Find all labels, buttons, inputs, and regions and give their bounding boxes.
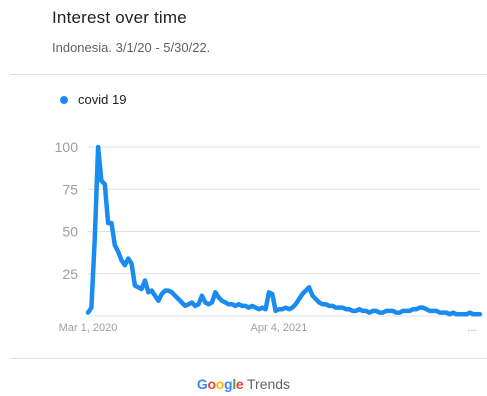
- legend-label: covid 19: [78, 92, 127, 107]
- y-tick-label: 25: [62, 266, 78, 282]
- legend-dot-icon: [60, 95, 68, 104]
- x-tick-more: ...: [467, 322, 476, 334]
- logo-letter: G: [196, 376, 208, 392]
- footer-brand: Google Trends: [0, 376, 487, 392]
- x-tick-label: Apr 4, 2021: [251, 322, 308, 334]
- logo-letter: o: [207, 376, 217, 392]
- y-tick-label: 100: [55, 139, 79, 155]
- bottom-divider: [10, 358, 487, 359]
- y-tick-label: 50: [62, 224, 78, 240]
- chart-title: Interest over time: [52, 8, 187, 27]
- chart-subtitle: Indonesia. 3/1/20 - 5/30/22.: [52, 40, 211, 55]
- logo-letter: e: [235, 376, 244, 392]
- x-tick-label: Mar 1, 2020: [59, 322, 118, 334]
- logo-letter: l: [232, 376, 236, 392]
- logo-letter: o: [215, 376, 225, 392]
- logo-letter: g: [224, 376, 233, 392]
- top-divider: [10, 74, 487, 75]
- trends-label: Trends: [247, 376, 291, 392]
- legend[interactable]: covid 19: [60, 92, 126, 107]
- y-tick-label: 75: [62, 181, 78, 197]
- line-chart[interactable]: 25 50 75 100 Mar 1, 2020 Apr 4, 2021...: [0, 0, 487, 345]
- google-logo: Google: [197, 376, 247, 392]
- series-line-covid-19: [85, 144, 483, 317]
